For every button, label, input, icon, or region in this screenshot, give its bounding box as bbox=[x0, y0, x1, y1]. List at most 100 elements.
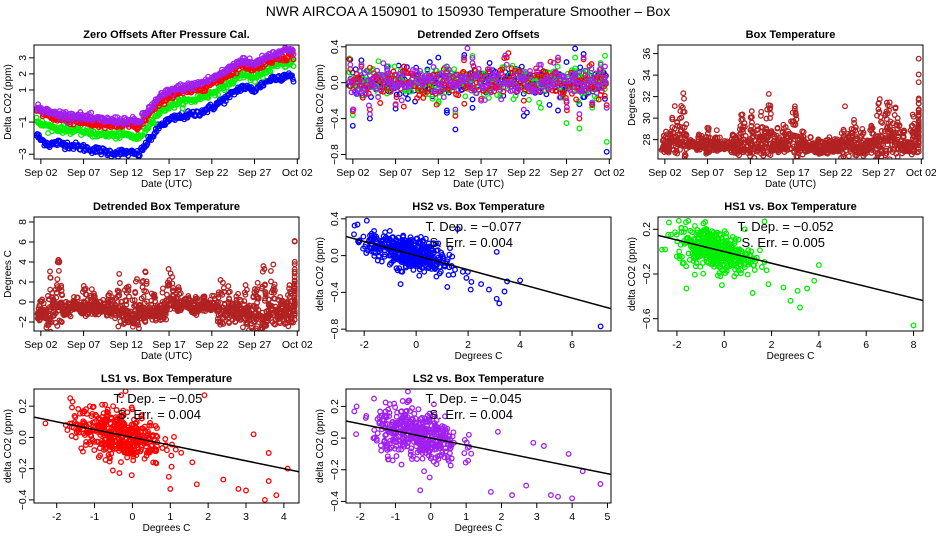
point-box bbox=[807, 134, 814, 141]
point-box-detrended bbox=[137, 301, 144, 308]
point-box-detrended bbox=[260, 263, 267, 270]
point-ls2 bbox=[371, 75, 377, 82]
point-box-detrended bbox=[114, 287, 121, 294]
point-box-detrended bbox=[268, 278, 274, 285]
point-box-detrended bbox=[121, 287, 128, 294]
point-box-detrended bbox=[164, 282, 171, 289]
point-ls2 bbox=[572, 70, 579, 77]
point-ls2 bbox=[597, 70, 604, 77]
point-hs1 bbox=[602, 52, 608, 59]
point-ls2 bbox=[481, 97, 488, 104]
point-box-detrended bbox=[47, 268, 53, 275]
point-ls2 bbox=[593, 90, 600, 97]
point-hs2 bbox=[469, 104, 476, 111]
point-box bbox=[674, 119, 681, 126]
point-box bbox=[915, 118, 922, 125]
x-tick-label: Sep 07 bbox=[67, 167, 100, 179]
point-box-detrended bbox=[58, 282, 65, 289]
point-hs2 bbox=[222, 98, 229, 105]
point-ls2 bbox=[571, 88, 578, 95]
point-ls2 bbox=[553, 71, 560, 78]
point-box bbox=[851, 119, 858, 126]
point-box bbox=[784, 138, 790, 145]
point-ls2 bbox=[430, 64, 437, 70]
points-layer bbox=[34, 45, 297, 159]
point-box bbox=[763, 136, 770, 143]
point-box-detrended bbox=[269, 319, 276, 326]
point-ls2 bbox=[418, 75, 425, 82]
point-box-detrended bbox=[74, 294, 81, 301]
point-box bbox=[748, 127, 755, 133]
point-ls1 bbox=[589, 102, 596, 109]
x-tick-label: Oct 02 bbox=[594, 167, 625, 179]
point-box-detrended bbox=[206, 306, 213, 313]
point-ls1 bbox=[537, 65, 544, 72]
point-box bbox=[865, 137, 872, 144]
point-ls1 bbox=[366, 64, 373, 71]
point-ls2 bbox=[576, 111, 583, 118]
point-box bbox=[894, 115, 901, 122]
point-box-detrended bbox=[70, 304, 77, 311]
point-box bbox=[915, 146, 922, 153]
point-ls2 bbox=[353, 78, 360, 85]
point-box-detrended bbox=[286, 309, 293, 316]
point-box bbox=[669, 116, 676, 123]
point-box-detrended bbox=[53, 294, 60, 301]
point-box bbox=[669, 124, 676, 131]
panel-detrended-box-temperature: Sep 02 Sep 07 Sep 12 Sep 17 Sep 22 Sep 27 Oct … bbox=[3, 201, 313, 362]
point-hs2 bbox=[486, 60, 493, 66]
x-tick-label: Sep 07 bbox=[379, 167, 412, 179]
point-box-detrended bbox=[140, 277, 147, 284]
point-box-detrended bbox=[284, 298, 291, 305]
point-hs2 bbox=[577, 64, 584, 71]
point-hs2 bbox=[443, 107, 450, 114]
point-ls2 bbox=[585, 90, 592, 97]
point-ls2 bbox=[394, 82, 401, 89]
x-tick-label: Sep 22 bbox=[507, 167, 540, 179]
point-ls2 bbox=[603, 104, 610, 111]
point-box bbox=[770, 141, 777, 148]
point-box bbox=[907, 145, 914, 152]
panel-title: Box Temperature bbox=[746, 29, 836, 41]
point-ls2 bbox=[498, 96, 505, 103]
point-box-detrended bbox=[243, 306, 250, 313]
point-ls2 bbox=[478, 97, 485, 104]
point-box bbox=[765, 90, 772, 97]
point-box bbox=[889, 149, 896, 156]
point-ls2 bbox=[486, 66, 493, 73]
point-box-detrended bbox=[278, 305, 285, 312]
point-ls2 bbox=[138, 118, 145, 125]
point-box-detrended bbox=[36, 302, 43, 309]
point-ls2 bbox=[443, 63, 450, 70]
point-ls2 bbox=[598, 84, 605, 91]
point-box-detrended bbox=[215, 289, 222, 296]
point-box-detrended bbox=[286, 282, 293, 289]
point-box-detrended bbox=[167, 270, 174, 277]
y-tick-label: 34 bbox=[641, 69, 653, 81]
point-box bbox=[745, 147, 752, 154]
y-tick-label: 1 bbox=[17, 87, 29, 93]
point-box-detrended bbox=[52, 319, 59, 326]
point-hs2 bbox=[443, 109, 450, 116]
y-axis-label: Delta CO2 (ppm) bbox=[315, 64, 326, 140]
point-ls2 bbox=[465, 73, 472, 80]
point-box bbox=[757, 112, 764, 119]
point-box bbox=[774, 124, 781, 131]
point-box-detrended bbox=[171, 303, 178, 310]
point-hs1 bbox=[603, 138, 610, 145]
point-box bbox=[659, 137, 666, 144]
point-ls1 bbox=[233, 70, 240, 77]
point-box bbox=[892, 105, 899, 112]
point-ls2 bbox=[290, 51, 297, 58]
points-layer bbox=[346, 45, 610, 155]
point-ls2 bbox=[432, 88, 439, 95]
point-ls2 bbox=[475, 65, 482, 72]
point-box bbox=[719, 143, 725, 150]
point-box bbox=[782, 124, 789, 130]
point-box-detrended bbox=[148, 297, 155, 304]
point-box-detrended bbox=[125, 286, 132, 293]
point-box bbox=[890, 129, 897, 136]
y-tick-label: −3 bbox=[17, 148, 29, 160]
point-box bbox=[792, 132, 799, 139]
point-box bbox=[786, 138, 793, 145]
